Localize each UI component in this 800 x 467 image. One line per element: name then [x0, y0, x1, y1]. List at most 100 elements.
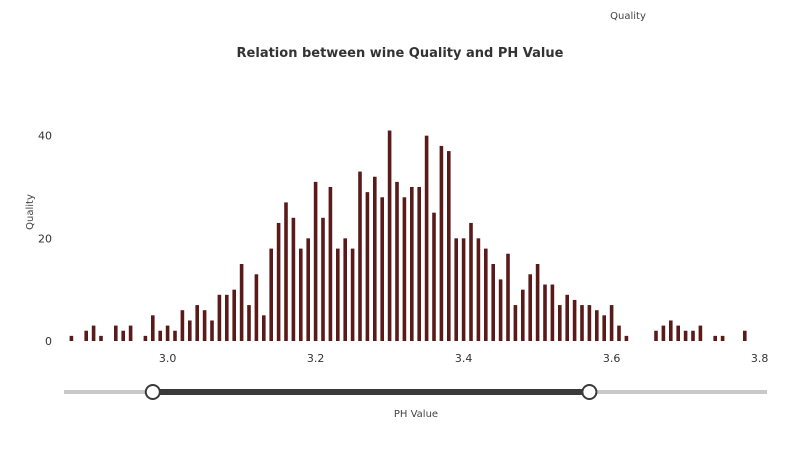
bar [565, 294, 569, 341]
bar [158, 330, 162, 341]
bar [506, 253, 510, 341]
bar [284, 202, 288, 341]
x-tick-label: 3.6 [603, 352, 621, 365]
bar [521, 289, 525, 341]
bar [691, 330, 695, 341]
bar [469, 222, 473, 341]
y-tick-label: 40 [38, 130, 52, 143]
bar [439, 145, 444, 341]
bar [432, 212, 436, 341]
bar [558, 305, 562, 341]
bar [410, 187, 414, 341]
bar [587, 305, 592, 341]
bar [350, 248, 355, 341]
bar [595, 310, 599, 341]
bar [336, 248, 340, 341]
bar [417, 187, 421, 341]
bar [484, 248, 488, 341]
bar [373, 176, 377, 341]
bar [454, 238, 458, 341]
bar [262, 315, 266, 341]
bar [550, 284, 555, 341]
bar [313, 181, 318, 341]
bar [225, 294, 229, 341]
bar [395, 181, 399, 341]
bar [195, 305, 199, 341]
slider-max-handle[interactable] [581, 384, 598, 400]
bar [572, 299, 577, 341]
bar [535, 264, 540, 341]
legend-title: Quality [610, 11, 646, 22]
bar [713, 335, 717, 341]
bar [247, 305, 251, 341]
bar [498, 279, 503, 341]
bar [543, 284, 547, 341]
x-tick-label: 3.2 [307, 352, 325, 365]
x-ticks-group: 3.0 3.2 3.4 3.6 3.8 [159, 352, 769, 365]
bar [299, 248, 303, 341]
bar [676, 325, 680, 341]
x-tick-label: 3.8 [751, 352, 769, 365]
bar [624, 335, 629, 341]
y-axis-title: Quality [25, 194, 36, 230]
bar [698, 325, 703, 341]
bar [743, 330, 747, 341]
bar [99, 335, 103, 341]
bar [720, 335, 725, 341]
bar [365, 192, 370, 341]
bar [269, 248, 273, 341]
x-tick-label: 3.4 [455, 352, 473, 365]
x-axis-title: PH Value [394, 409, 438, 420]
bar [239, 264, 244, 341]
bar [188, 320, 192, 341]
bar [254, 274, 259, 341]
bar [210, 320, 214, 341]
bar [602, 315, 606, 341]
bar [609, 305, 614, 341]
bar [217, 294, 222, 341]
bar [617, 325, 621, 341]
chart-title: Relation between wine Quality and PH Val… [237, 46, 564, 61]
bar [491, 264, 495, 341]
bar [321, 217, 325, 341]
bar [661, 325, 666, 341]
bar [173, 330, 177, 341]
bar [387, 130, 392, 341]
bar [202, 310, 207, 341]
bar [669, 320, 673, 341]
bar [114, 325, 118, 341]
bar [358, 171, 362, 341]
bar [343, 238, 347, 341]
bar [328, 187, 333, 341]
bar [291, 217, 296, 341]
bar [654, 330, 658, 341]
bar [128, 325, 133, 341]
bar [276, 222, 281, 341]
bar [84, 330, 88, 341]
bar [165, 325, 170, 341]
y-tick-label: 0 [45, 335, 52, 348]
bar [306, 238, 310, 341]
bar [91, 325, 96, 341]
bar [528, 274, 532, 341]
y-ticks-group: 0 20 40 [38, 130, 52, 348]
bar [424, 135, 429, 341]
bar [402, 197, 407, 341]
bars-group [69, 130, 747, 341]
bar [513, 305, 518, 341]
y-tick-label: 20 [38, 232, 52, 245]
bar [69, 335, 74, 341]
bar [580, 305, 584, 341]
bar [476, 238, 481, 341]
bar [121, 330, 125, 341]
bar [180, 310, 185, 341]
range-slider[interactable] [64, 384, 767, 400]
bar [143, 335, 148, 341]
bar [380, 197, 384, 341]
slider-min-handle[interactable] [144, 384, 161, 400]
bar [683, 330, 688, 341]
bar [461, 238, 466, 341]
x-tick-label: 3.0 [159, 352, 177, 365]
